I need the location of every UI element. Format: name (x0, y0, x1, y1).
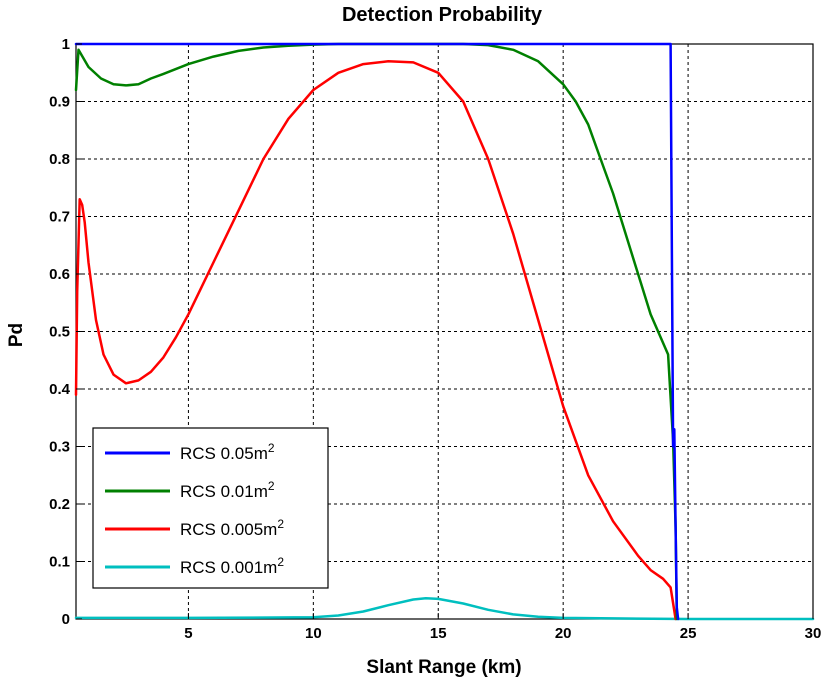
y-tick-label: 0.7 (49, 209, 70, 226)
y-tick-label: 0 (62, 611, 70, 628)
series-lines (74, 42, 815, 621)
y-tick-label: 0.2 (49, 496, 70, 513)
x-tick-label: 15 (430, 625, 447, 642)
y-tick-label: 0.4 (49, 381, 71, 398)
x-tick-label: 30 (805, 625, 822, 642)
legend: RCS 0.05m2 RCS 0.01m2 RCS 0.005m2 RCS 0.001… (92, 427, 329, 589)
y-tick-label: 0.9 (49, 94, 70, 111)
x-tick-label: 20 (555, 625, 572, 642)
series-line-3 (74, 60, 677, 621)
y-tick-label: 0.8 (49, 151, 70, 168)
x-axis-label: Slant Range (km) (366, 657, 521, 678)
y-tick-label: 0.1 (49, 554, 70, 571)
legend-box (92, 427, 329, 589)
y-tick-label: 0.6 (49, 266, 70, 283)
legend-label-4: RCS 0.001m2 (180, 555, 284, 577)
y-tick-label: 0.5 (49, 324, 70, 341)
series-line-4 (74, 597, 815, 621)
chart-title: Detection Probability (342, 4, 543, 26)
y-tick-label: 1 (62, 36, 70, 53)
x-tick-label: 10 (305, 625, 322, 642)
legend-label-2: RCS 0.01m2 (180, 479, 275, 501)
axis-ticks: 5 10 15 20 25 30 0 0.1 0.2 0.3 0.4 0.5 0.6 0.7 0.8 0.9 1 (49, 36, 821, 642)
legend-label-3: RCS 0.005m2 (180, 517, 284, 539)
y-axis-label: Pd (6, 323, 27, 347)
legend-label-1: RCS 0.05m2 (180, 441, 275, 463)
x-tick-label: 25 (680, 625, 697, 642)
y-tick-label: 0.3 (49, 439, 70, 456)
series-line-1 (74, 42, 680, 621)
x-tick-label: 5 (184, 625, 192, 642)
